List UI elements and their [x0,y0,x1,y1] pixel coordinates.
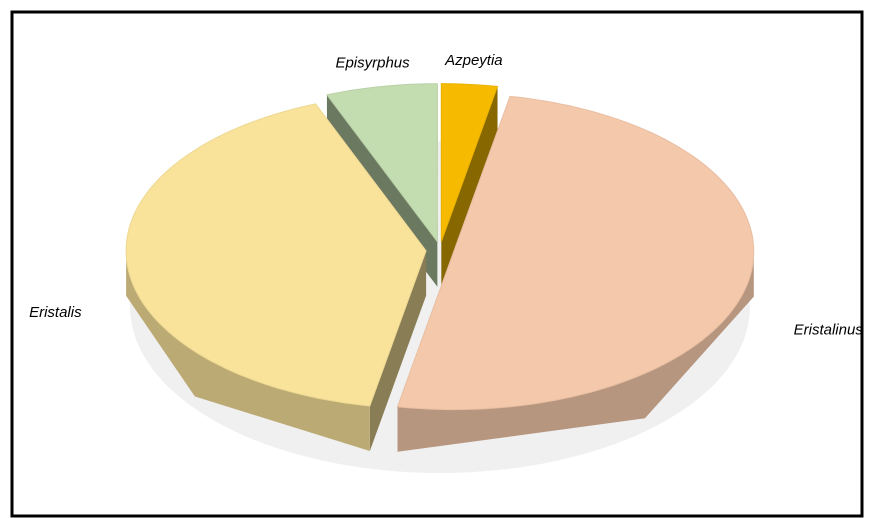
slice-label: Azpeytia [444,52,503,69]
slice-side [441,86,498,287]
slice-wall [397,251,754,452]
slice-label: Eristalinus [794,321,864,338]
slice-wall [126,250,370,451]
slice [125,103,427,407]
slice [396,95,755,411]
slice-label: Episyrphus [335,55,410,72]
slice [440,83,499,242]
slice-label: Eristalis [29,304,82,321]
slice-side [369,250,427,451]
slice [326,83,438,244]
